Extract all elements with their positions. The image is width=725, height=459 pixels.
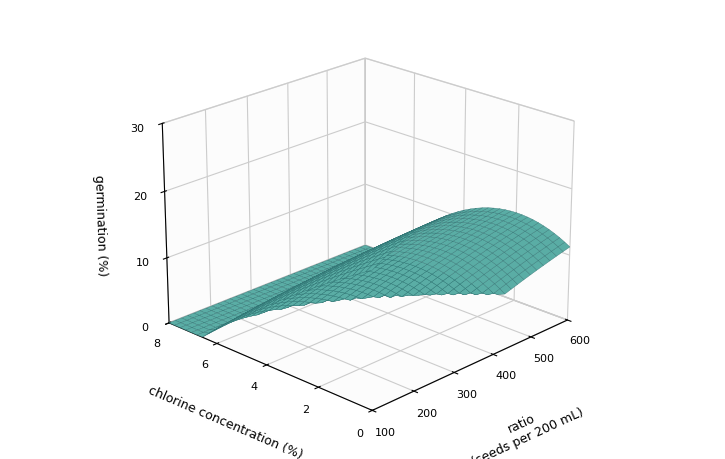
Y-axis label: chlorine concentration (%): chlorine concentration (%): [146, 384, 304, 459]
X-axis label: ratio
(seeds per 200 mL): ratio (seeds per 200 mL): [463, 392, 586, 459]
